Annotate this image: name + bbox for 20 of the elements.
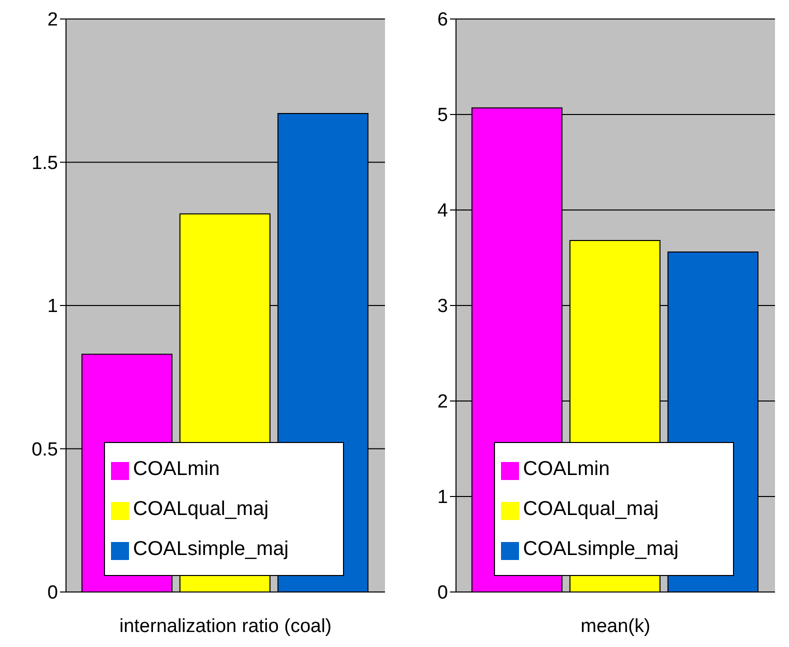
y-tick-label: 1	[437, 487, 448, 508]
legend-label: COALmin	[133, 458, 220, 480]
legend-label: COALsimple_maj	[523, 538, 679, 560]
y-tick-label: 1	[47, 296, 58, 318]
y-tick-label: 5	[437, 105, 448, 126]
legend-label: COALqual_maj	[133, 498, 269, 520]
y-tick-label: 0.5	[32, 439, 58, 460]
x-axis-title: mean(k)	[580, 616, 650, 637]
y-tick-label: 0	[47, 582, 58, 604]
y-tick-label: 2	[437, 392, 448, 413]
y-tick-label: 2	[47, 10, 58, 31]
y-tick-label: 1.5	[32, 152, 58, 174]
y-tick-label: 0	[437, 582, 448, 604]
x-axis-title: internalization ratio (coal)	[119, 616, 332, 637]
legend-label: COALqual_maj	[523, 498, 659, 520]
y-tick-label: 3	[437, 296, 448, 318]
legend-label: COALmin	[523, 458, 610, 480]
y-tick-label: 4	[437, 200, 448, 222]
legend-label: COALsimple_maj	[133, 538, 289, 560]
y-tick-label: 6	[437, 10, 448, 31]
